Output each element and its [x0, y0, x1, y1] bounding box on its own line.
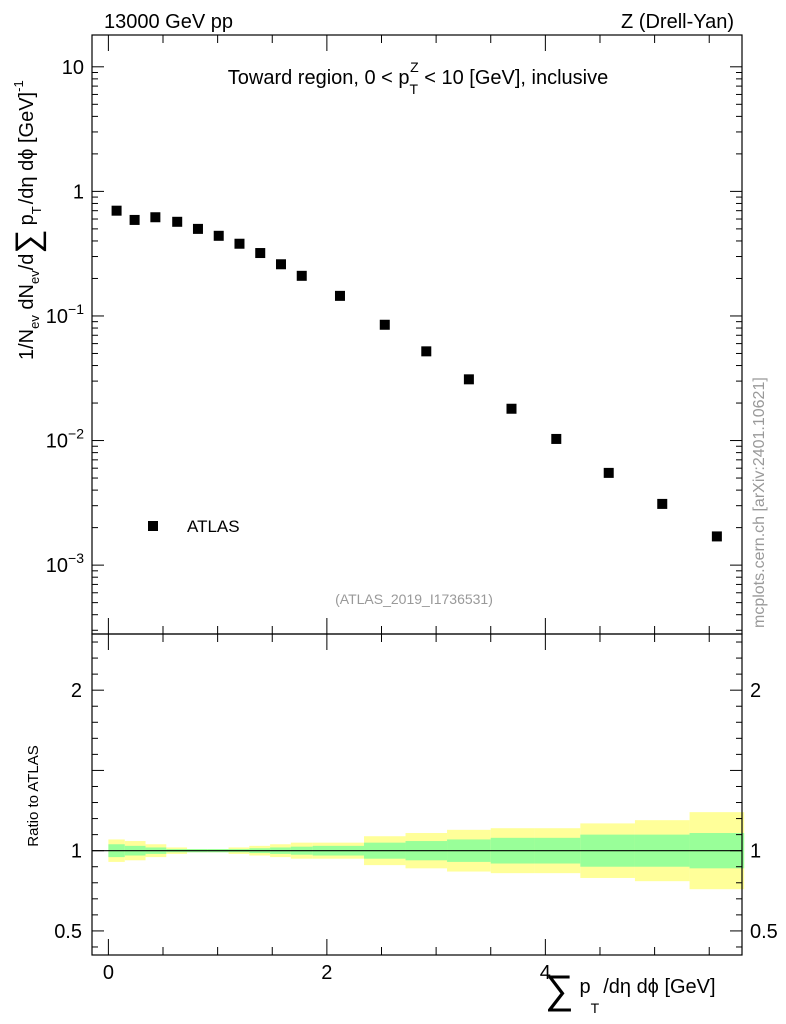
header-process: Z (Drell-Yan): [621, 11, 734, 33]
data-point: [234, 238, 245, 249]
data-point: [192, 223, 203, 234]
ratio-y-tick-label-left: 0.5: [54, 921, 82, 943]
data-point: [296, 270, 307, 281]
data-point: [711, 531, 722, 542]
x-tick-label: 4: [540, 962, 551, 984]
data-point: [463, 374, 474, 385]
y-axis-label: 1/Nev dNev/d∑pT/dη dϕ [GeV]-1: [9, 80, 47, 360]
data-point: [255, 248, 266, 259]
x-tick-label: 0: [103, 962, 114, 984]
data-point: [213, 230, 224, 241]
x-axis-label: ∑ pT/dη dϕ [GeV]: [545, 968, 716, 1016]
ratio-y-tick-label-right: 1: [750, 841, 761, 863]
side-watermark: mcplots.cern.ch [arXiv:2401.10621]: [751, 377, 768, 628]
header-energy: 13000 GeV pp: [104, 11, 233, 33]
y-tick-label: 10−1: [46, 301, 84, 328]
ratio-plot-frame: [91, 633, 743, 956]
data-point: [657, 498, 668, 509]
y-tick-label: 10−3: [46, 550, 84, 577]
axes: 10−3 10−2 10−1 1 10 0 2 4 0.5 0.5 1 1 2 2: [46, 34, 778, 984]
data-point: [379, 319, 390, 330]
y-tick-label: 1: [73, 181, 84, 203]
ratio-y-tick-label-left: 1: [71, 841, 82, 863]
legend-marker: [148, 521, 158, 531]
data-point: [334, 290, 345, 301]
x-tick-label: 2: [321, 962, 332, 984]
ratio-y-tick-label-right: 2: [750, 680, 761, 702]
ratio-y-tick-label-right: 0.5: [750, 921, 778, 943]
data-markers: [111, 205, 722, 542]
data-point: [172, 216, 183, 227]
data-point: [111, 205, 122, 216]
ratio-y-label: Ratio to ATLAS: [25, 745, 42, 846]
data-point: [150, 212, 161, 223]
main-plot-frame: [91, 34, 743, 635]
data-point: [129, 214, 140, 225]
data-point: [603, 467, 614, 478]
y-tick-label: 10−2: [46, 426, 84, 453]
data-point: [421, 346, 432, 357]
plot-title: Toward region, 0 < pTZ < 10 [GeV], inclu…: [228, 59, 608, 97]
data-point: [506, 403, 517, 414]
analysis-id: (ATLAS_2019_I1736531): [335, 591, 493, 607]
data-point: [275, 259, 286, 270]
data-point: [551, 433, 562, 444]
ratio-bands: [92, 812, 745, 890]
y-tick-label: 10: [62, 57, 84, 79]
ratio-y-tick-label-left: 2: [71, 680, 82, 702]
legend-label: ATLAS: [187, 517, 240, 536]
